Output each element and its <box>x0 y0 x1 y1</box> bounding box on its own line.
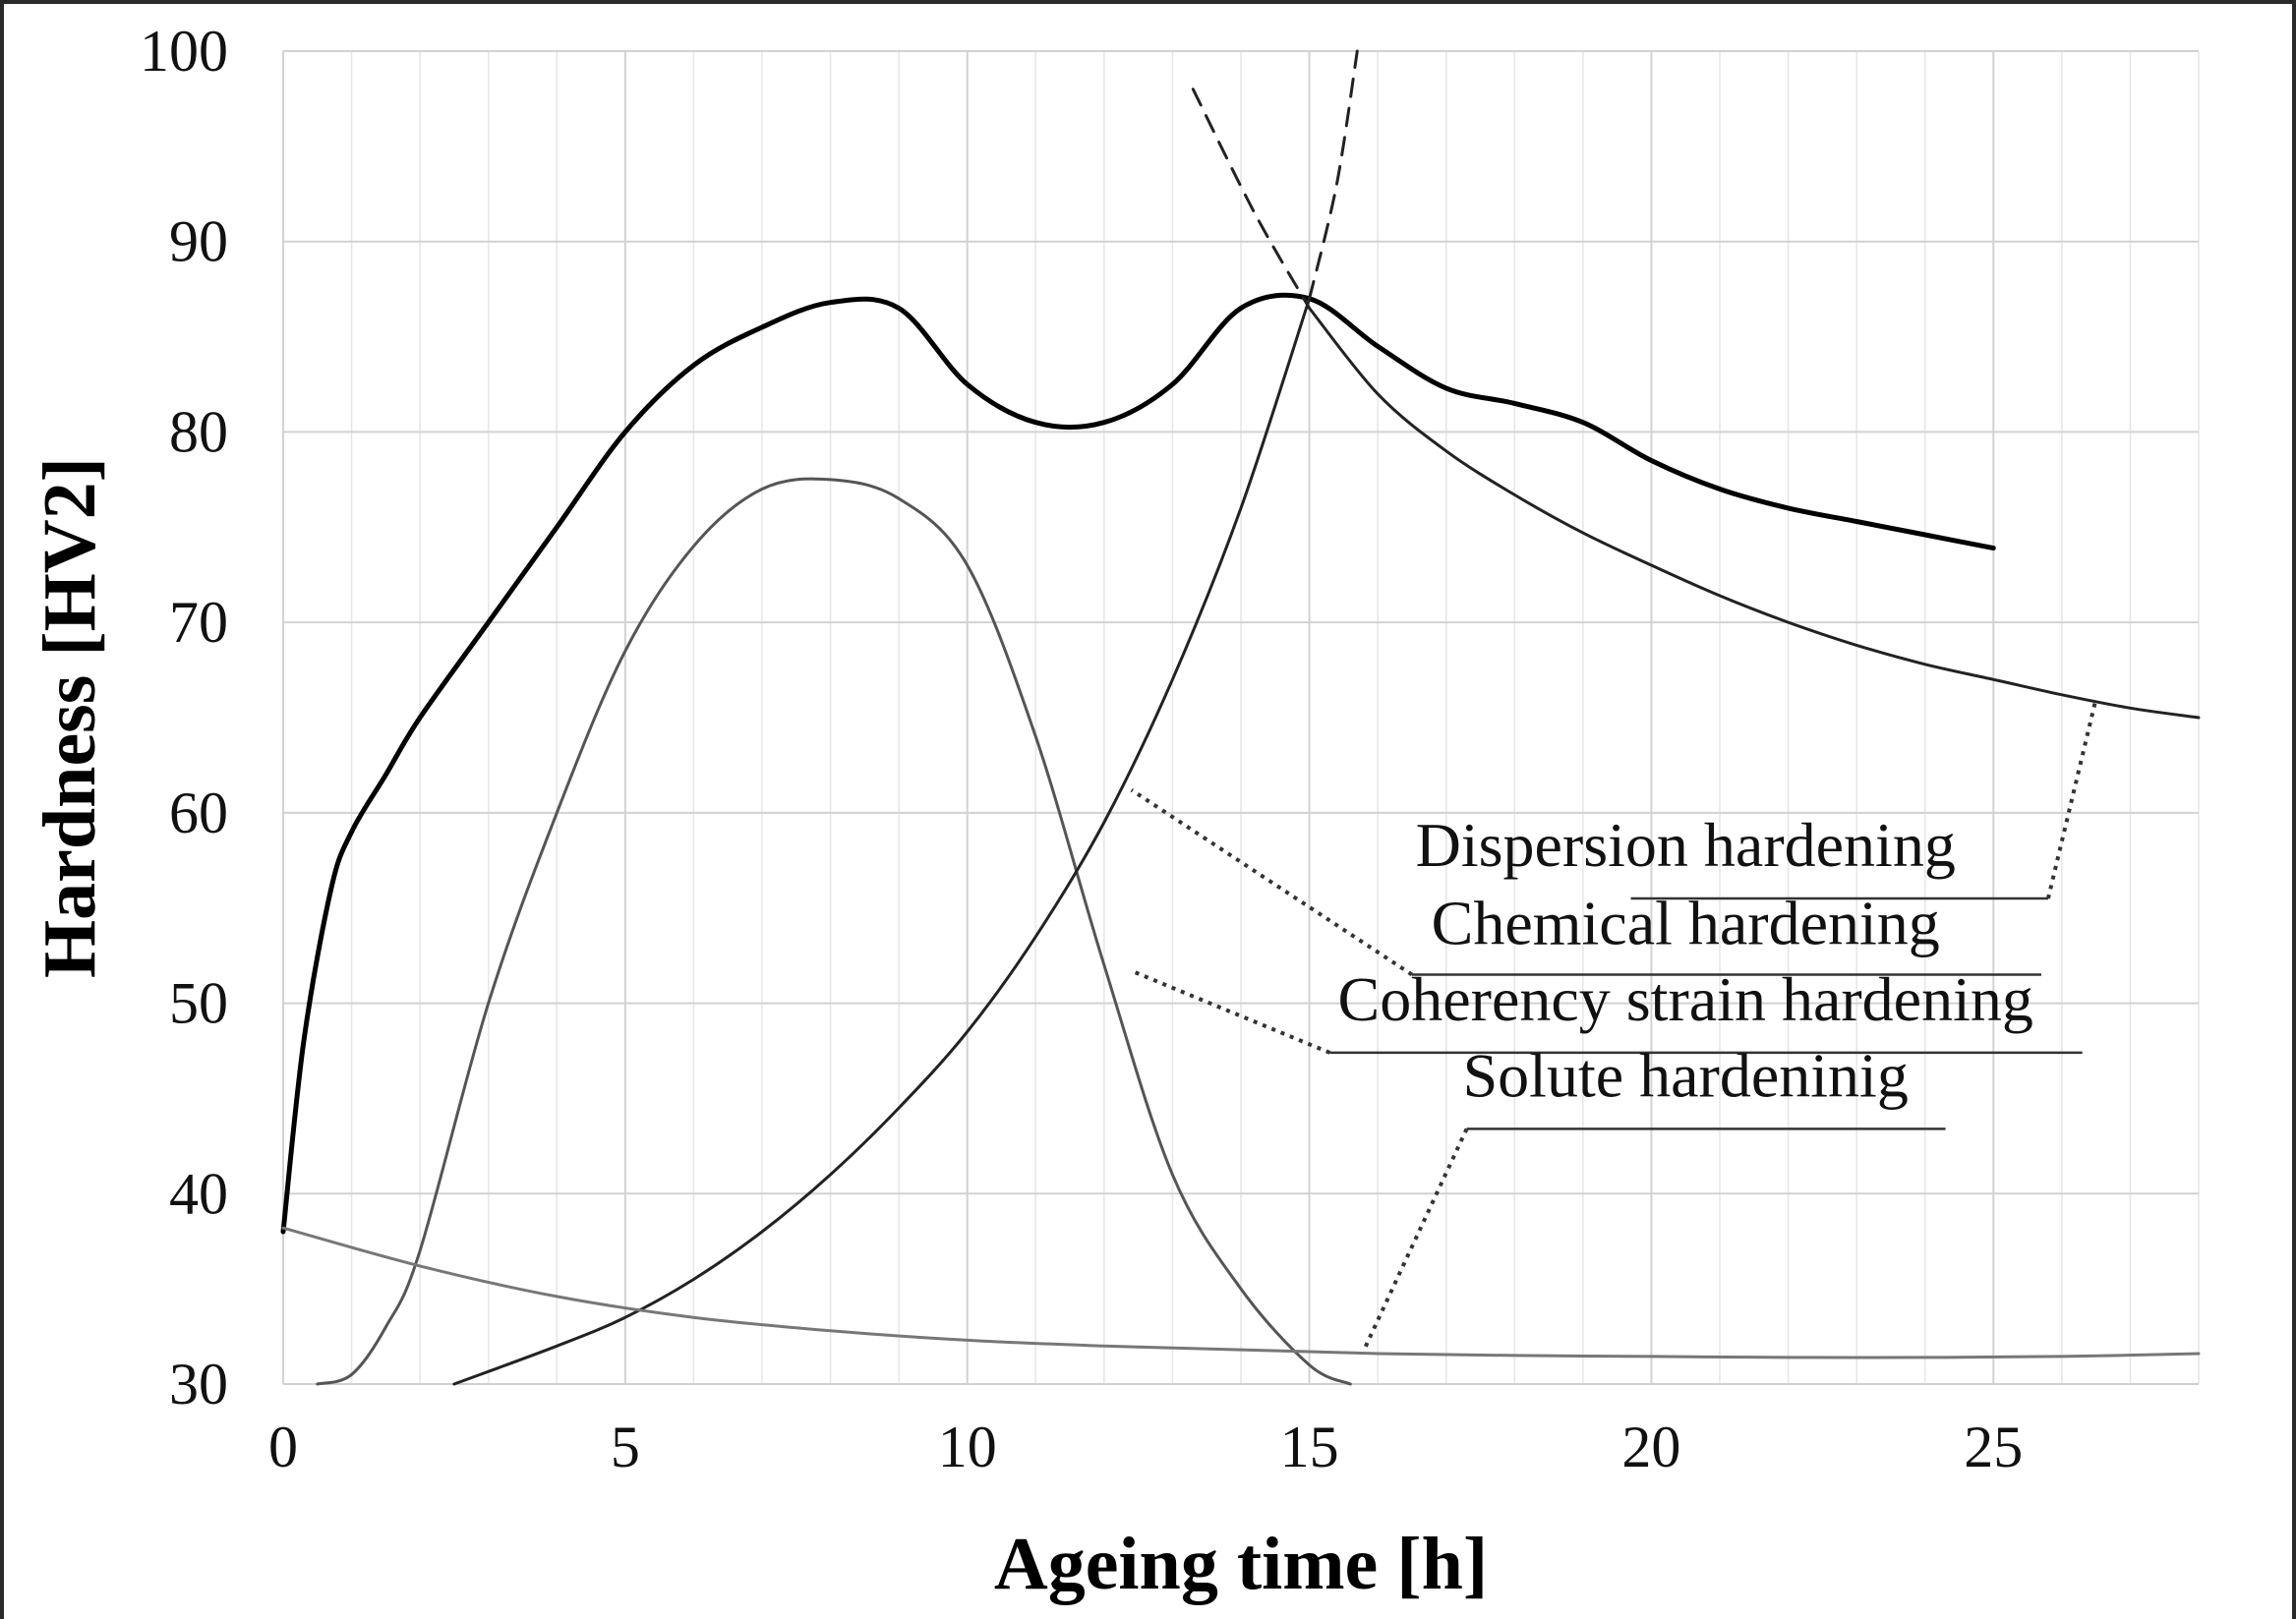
x-tick-label: 5 <box>611 1415 640 1479</box>
series-line-chemical <box>452 297 1312 1386</box>
grid <box>282 50 2200 1385</box>
y-tick-label: 80 <box>169 399 228 464</box>
y-axis-title: Hardness [HV2] <box>29 457 111 978</box>
series-group <box>280 49 2201 1386</box>
series-line-total <box>280 292 1996 1235</box>
x-tick-label: 10 <box>938 1415 997 1479</box>
y-tick-label: 30 <box>169 1352 228 1417</box>
y-tick-label: 90 <box>169 209 228 274</box>
annotation-labels: Dispersion hardening Chemical hardeningCo… <box>1338 810 2033 1110</box>
annotation-label-coherency: Coherency strain hardening <box>1338 964 2033 1034</box>
series-line-chemical_ext <box>1308 49 1359 301</box>
x-tick-label: 25 <box>1964 1415 2023 1479</box>
leader-pointer-solute <box>1362 1128 1469 1351</box>
leader-pointer-coherency <box>1130 968 1331 1055</box>
x-tick-label: 0 <box>268 1415 298 1479</box>
y-tick-label: 60 <box>169 781 228 845</box>
annotation-leaders <box>1130 698 2098 1351</box>
y-tick-label: 70 <box>169 590 228 655</box>
series-line-dispersion <box>1308 307 2201 720</box>
chart-figure: Dispersion hardening Chemical hardening Co… <box>4 4 2292 1619</box>
series-line-solute <box>281 1226 2201 1359</box>
series-line-coherency <box>316 477 1352 1386</box>
hardness-ageing-chart: Dispersion hardening Chemical hardeningCo… <box>29 19 2201 1605</box>
tick-labels: 0 5 10 15 20 25 30 40 50 60 70 80 90 100 <box>140 19 2023 1479</box>
series-line-dispersion_ext <box>1191 87 1312 310</box>
x-tick-label: 15 <box>1280 1415 1339 1479</box>
annotation-label-dispersion: Dispersion hardening <box>1416 810 1956 880</box>
y-tick-label: 50 <box>169 971 228 1036</box>
annotation-label-solute: Solute hardeninig <box>1463 1040 1909 1110</box>
y-tick-label: 40 <box>169 1161 228 1226</box>
y-tick-label: 100 <box>140 19 228 84</box>
x-axis-title: Ageing time [h] <box>994 1523 1488 1605</box>
annotation-label-chemical: Chemical hardening <box>1432 889 1940 958</box>
x-tick-label: 20 <box>1621 1415 1680 1479</box>
leader-pointer-chemical <box>1130 787 1414 977</box>
